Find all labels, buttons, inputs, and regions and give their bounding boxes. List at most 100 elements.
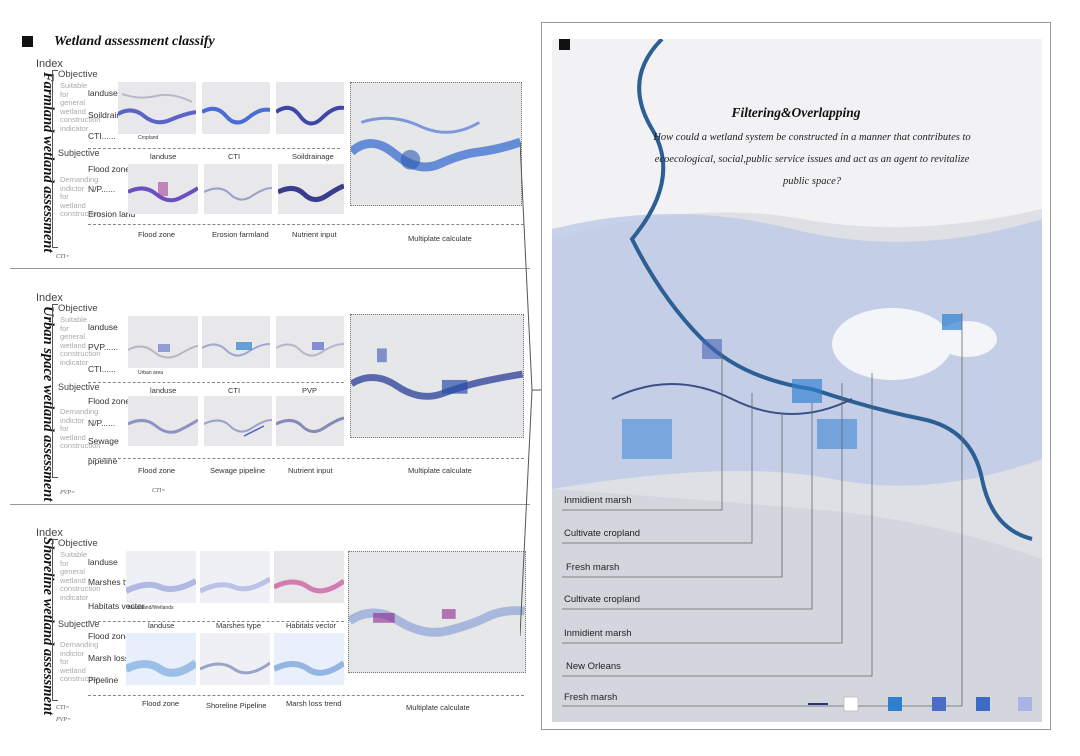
row-label: CTI...... bbox=[88, 131, 116, 141]
row-label: PVP...... bbox=[88, 342, 119, 352]
map-label: Fresh marsh bbox=[566, 562, 620, 573]
subjective-desc: Demanding indictor for wetland construct… bbox=[60, 640, 101, 684]
nutrient-map bbox=[276, 396, 344, 446]
marshes-map bbox=[200, 551, 270, 603]
divider bbox=[88, 458, 524, 459]
map-caption: landuse bbox=[148, 621, 175, 630]
inset-legend: Urban area bbox=[138, 370, 164, 376]
flood-zone-map bbox=[128, 164, 198, 214]
cti-map bbox=[202, 316, 270, 368]
row-label: landuse bbox=[88, 88, 118, 98]
big-caption: Multiplate calculate bbox=[408, 466, 472, 475]
subjective-label: Subjective bbox=[58, 619, 100, 629]
subjective-desc: Demanding indictor for wetland construct… bbox=[60, 175, 101, 219]
map-legend bbox=[806, 696, 1036, 712]
panel-marker-icon bbox=[559, 39, 570, 50]
row-label: Sewage bbox=[88, 436, 119, 446]
big-caption: Multiplate calculate bbox=[408, 234, 472, 243]
row-label: N/P...... bbox=[88, 418, 116, 428]
map-label: Inmidient marsh bbox=[564, 628, 632, 639]
map-caption: Nutrient input bbox=[288, 466, 333, 475]
row-label: landuse bbox=[88, 557, 118, 567]
map-caption: landuse bbox=[150, 386, 177, 395]
landuse-map bbox=[128, 316, 198, 368]
footnote: CTI= bbox=[56, 705, 70, 711]
subjective-desc: Demanding indictor for wetland construct… bbox=[60, 407, 101, 451]
map-caption: Shoreline Pipeline bbox=[206, 701, 267, 710]
footnote: PVP= bbox=[56, 717, 72, 723]
divider bbox=[88, 148, 340, 149]
row-label: N/P...... bbox=[88, 184, 116, 194]
map-label: Inmidient marsh bbox=[564, 495, 632, 506]
map-caption: CTI bbox=[228, 386, 241, 395]
panel-title: Filtering&Overlapping bbox=[731, 105, 861, 120]
subjective-label: Subjective bbox=[58, 148, 100, 158]
row-label: landuse bbox=[88, 322, 118, 332]
page-title: Wetland assessment classify bbox=[54, 34, 215, 49]
row-label: Marsh loss bbox=[88, 653, 130, 663]
index-label: Index bbox=[36, 58, 63, 70]
pipeline-map bbox=[200, 633, 270, 685]
objective-desc: Suitable for general wetland constructio… bbox=[60, 81, 101, 133]
flood-zone-map bbox=[126, 633, 196, 685]
inset-legend: Cropland bbox=[138, 135, 159, 141]
divider bbox=[88, 695, 524, 696]
row-label: Habitats vector bbox=[88, 601, 145, 611]
map-caption: Habitats vector bbox=[286, 621, 337, 630]
row-label: CTI...... bbox=[88, 364, 116, 374]
landuse-map bbox=[126, 551, 196, 603]
objective-desc: Suitable for general wetland constructio… bbox=[60, 315, 101, 367]
map-caption: Sewage pipeline bbox=[210, 466, 266, 475]
map-caption: Marshes type bbox=[216, 621, 262, 630]
filtering-panel: Filtering&Overlapping How could a wetlan… bbox=[541, 22, 1051, 730]
map-caption: Soildrainage bbox=[292, 152, 334, 161]
objective-label: Objective bbox=[58, 303, 98, 314]
erosion-map bbox=[204, 164, 272, 214]
map-caption: Flood zone bbox=[142, 699, 180, 708]
map-label: Cultivate cropland bbox=[564, 528, 641, 539]
map-caption: landuse bbox=[150, 152, 177, 161]
soildrainage-map bbox=[276, 82, 344, 134]
bracket bbox=[52, 70, 58, 248]
row-label: Erosion land bbox=[88, 209, 136, 219]
multiplate-map bbox=[348, 551, 526, 673]
row-label: pipeline bbox=[88, 456, 118, 466]
divider bbox=[88, 621, 344, 622]
subjective-label: Subjective bbox=[58, 382, 100, 392]
panel-question: How could a wetland system be constructe… bbox=[653, 132, 971, 187]
inset-legend: Marshland/Wetlands bbox=[128, 605, 174, 611]
flood-zone-map bbox=[128, 396, 198, 446]
row-label: Flood zone bbox=[88, 164, 131, 174]
marsh-loss-map bbox=[274, 633, 344, 685]
divider bbox=[88, 224, 524, 225]
footnote: PVP= bbox=[60, 490, 76, 496]
map-caption: Marsh loss trend bbox=[286, 699, 342, 708]
multiplate-map bbox=[350, 314, 524, 438]
map-label: New Orleans bbox=[566, 661, 621, 672]
habitats-map bbox=[274, 551, 344, 603]
map-caption: Flood zone bbox=[138, 466, 176, 475]
bracket bbox=[52, 539, 58, 701]
farmland-section: Farmland wetland assessment Index Object… bbox=[10, 56, 530, 266]
map-caption: CTI bbox=[228, 152, 241, 161]
row-label: Marshes type bbox=[88, 577, 140, 587]
cti-map bbox=[202, 82, 270, 134]
map-label: Fresh marsh bbox=[564, 692, 618, 703]
index-label: Index bbox=[36, 527, 63, 539]
index-label: Index bbox=[36, 292, 63, 304]
divider bbox=[88, 382, 344, 383]
section-marker-icon bbox=[22, 36, 33, 47]
map-caption: Flood zone bbox=[138, 230, 176, 239]
objective-label: Objective bbox=[58, 69, 98, 80]
sewage-map bbox=[204, 396, 272, 446]
landuse-map bbox=[118, 82, 196, 134]
row-label: Flood zone bbox=[88, 396, 131, 406]
objective-desc: Suitable for general wetland constructio… bbox=[60, 550, 101, 602]
nutrient-map bbox=[278, 164, 344, 214]
bracket bbox=[52, 304, 58, 478]
row-label: Pipeline bbox=[88, 675, 119, 685]
section-divider bbox=[10, 268, 530, 269]
multiplate-map bbox=[350, 82, 522, 206]
map-caption: PVP bbox=[302, 386, 318, 395]
objective-label: Objective bbox=[58, 538, 98, 549]
